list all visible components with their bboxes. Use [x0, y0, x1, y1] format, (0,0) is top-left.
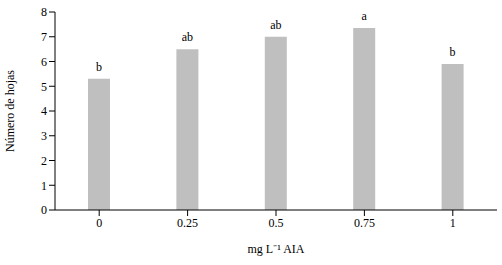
svg-text:0.75: 0.75: [354, 216, 375, 230]
svg-text:0: 0: [41, 203, 47, 217]
svg-text:Número de hojas: Número de hojas: [8, 70, 17, 152]
svg-text:5: 5: [41, 80, 47, 94]
svg-text:6: 6: [41, 55, 47, 69]
svg-text:0: 0: [96, 216, 102, 230]
svg-text:2: 2: [41, 154, 47, 168]
svg-text:1: 1: [41, 179, 47, 193]
svg-text:0.5: 0.5: [269, 216, 284, 230]
svg-text:b: b: [450, 45, 456, 59]
svg-text:ab: ab: [270, 18, 281, 32]
svg-text:0.25: 0.25: [177, 216, 198, 230]
svg-text:b: b: [96, 60, 102, 74]
svg-text:3: 3: [41, 129, 47, 143]
svg-text:mg L⁻¹ AIA: mg L⁻¹ AIA: [248, 242, 305, 256]
svg-text:8: 8: [41, 5, 47, 19]
svg-text:1: 1: [450, 216, 456, 230]
svg-text:7: 7: [41, 30, 47, 44]
svg-text:ab: ab: [182, 30, 193, 44]
svg-text:a: a: [362, 9, 368, 23]
svg-text:4: 4: [41, 104, 47, 118]
